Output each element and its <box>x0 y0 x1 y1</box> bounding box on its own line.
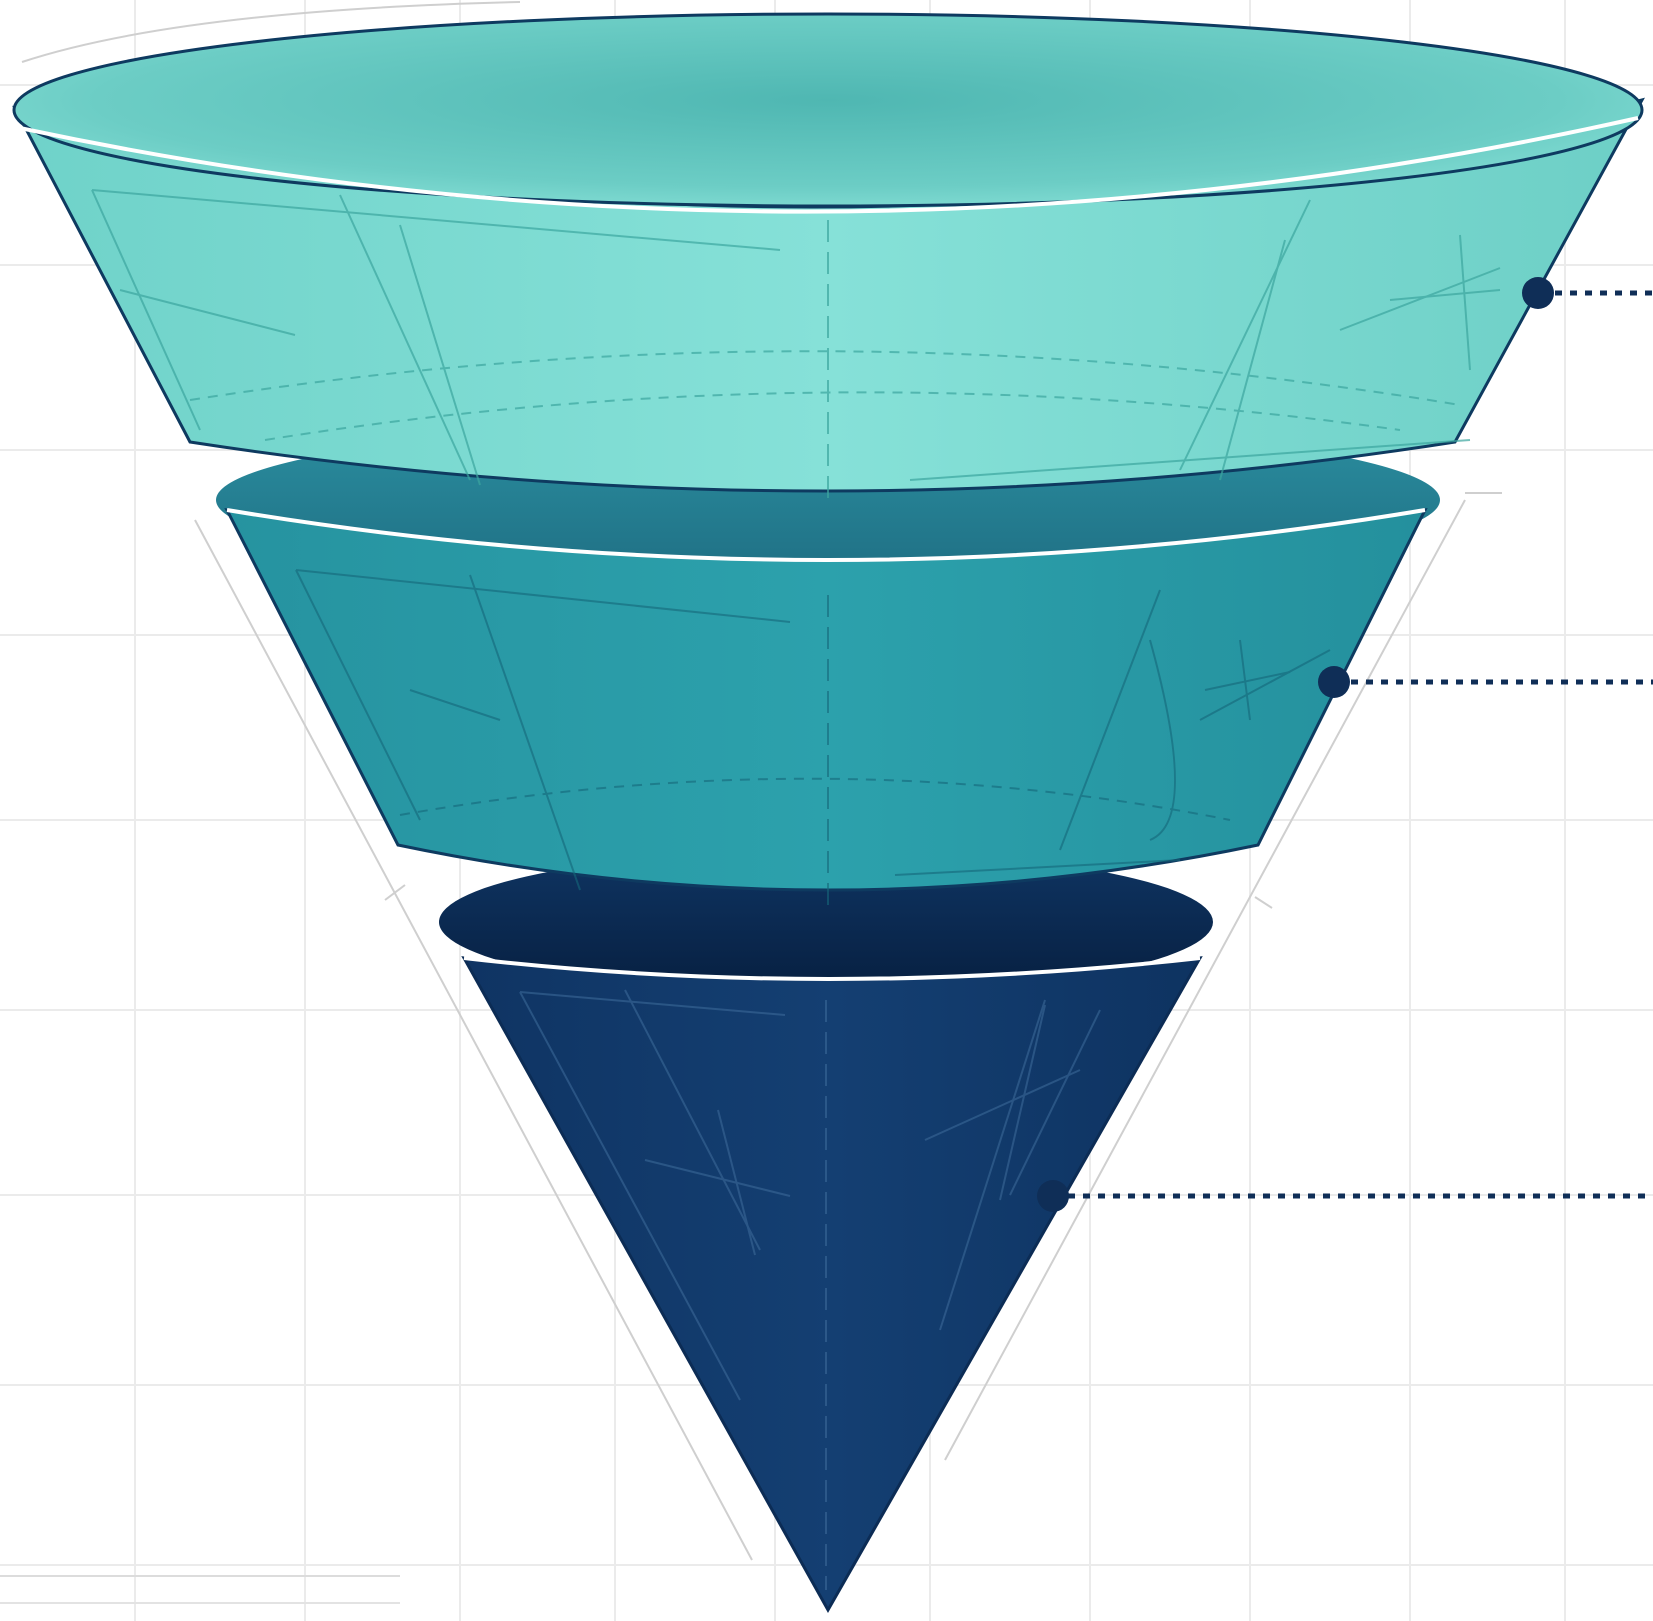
guide-arc-top-left <box>21 1 521 63</box>
connectors <box>1037 277 1653 1212</box>
guide-tick-right-mid <box>1254 896 1273 909</box>
top-tier-mouth <box>12 12 1644 208</box>
connector-top <box>1522 277 1653 309</box>
guide-line-right <box>944 499 1466 1461</box>
middle-tier-body <box>224 508 1428 892</box>
bottom-tier-sketch <box>519 989 1101 1590</box>
bottom-tier <box>439 850 1213 1614</box>
guide-tick-left-mid <box>384 884 406 901</box>
top-tier-rim-highlight <box>19 116 1639 214</box>
connector-bottom <box>1037 1180 1653 1212</box>
connector-middle <box>1318 666 1653 698</box>
connector-bottom-dot <box>1037 1180 1069 1212</box>
middle-tier-sketch <box>295 569 1331 905</box>
top-tier-sketch <box>91 189 1501 500</box>
guide-line-left <box>194 519 753 1561</box>
middle-tier-rim-highlight <box>226 508 1426 562</box>
guide-lines <box>0 1 1502 1604</box>
connector-top-dot <box>1522 277 1554 309</box>
bottom-tier-cap <box>439 850 1213 994</box>
connector-middle-dot <box>1318 666 1350 698</box>
bottom-tier-rim-highlight <box>463 956 1201 981</box>
top-tier <box>12 12 1645 500</box>
